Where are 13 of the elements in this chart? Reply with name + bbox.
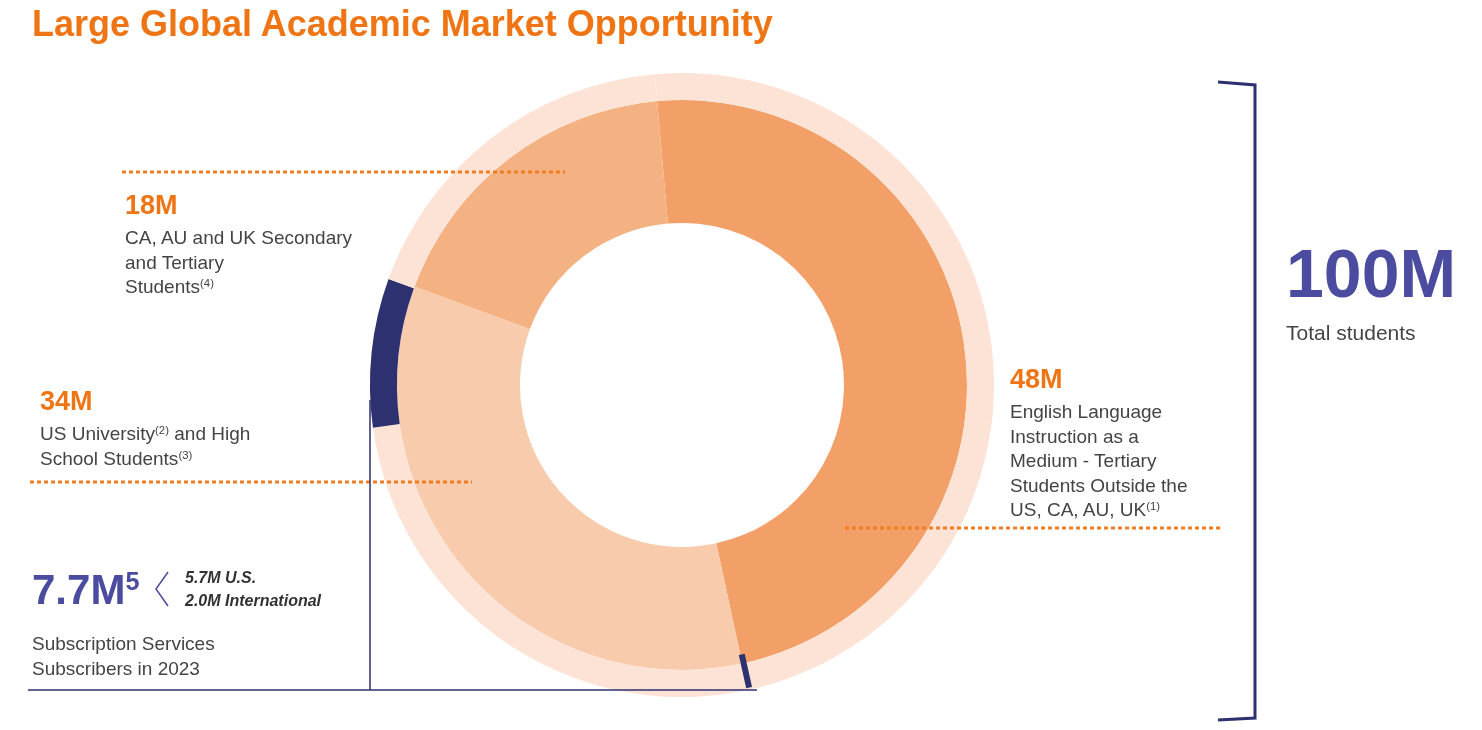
slice-label: US University$^{(2)}$ and High School Students$^{(3)}$ [40, 423, 251, 469]
data-label: 18M [125, 190, 178, 220]
text: 5.7M U.S. [185, 569, 257, 586]
data-label: 34M [40, 386, 93, 416]
text: Subscription Services Subscribers in 2023 [32, 633, 215, 679]
text: Total students [1286, 321, 1416, 344]
text: 2.0M International [184, 592, 322, 609]
slice-label: English Language Instruction as a Medium - Tertiary Students Outside the US, CA, AU, UK$^{(1)}$ [1010, 401, 1188, 520]
chart-title: Large Global Academic Market Opportunity [32, 3, 773, 44]
slice-label: CA, AU and UK Secondary and Tertiary Students$^{(4)}$ [125, 227, 353, 297]
text: 100M [1286, 235, 1457, 311]
text: 7.7M$^{5}$ [32, 566, 140, 613]
data-label: 48M [1010, 364, 1063, 394]
